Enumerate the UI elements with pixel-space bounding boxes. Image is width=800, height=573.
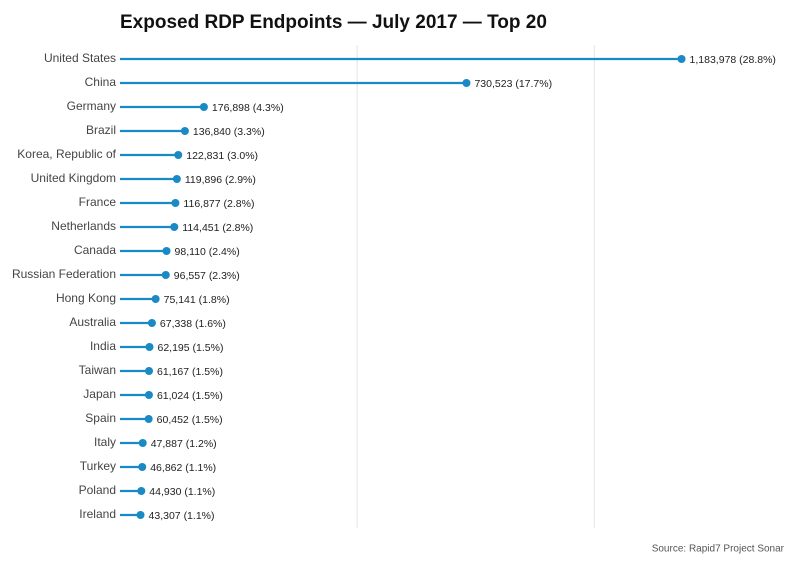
category-label: Taiwan: [79, 363, 116, 377]
dot: [136, 511, 145, 519]
value-label: 47,887 (1.2%): [151, 438, 217, 450]
value-label: 96,557 (2.3%): [174, 270, 240, 282]
value-label: 43,307 (1.1%): [149, 510, 215, 522]
category-label: China: [85, 75, 117, 89]
value-label: 67,338 (1.6%): [160, 318, 226, 330]
category-label: Japan: [83, 387, 116, 401]
category-label: Spain: [85, 411, 116, 425]
category-label: Netherlands: [51, 219, 116, 233]
dot: [172, 175, 181, 183]
value-label: 46,862 (1.1%): [150, 462, 216, 474]
value-label: 176,898 (4.3%): [212, 102, 284, 114]
value-label: 730,523 (17.7%): [474, 78, 552, 90]
value-label: 61,024 (1.5%): [157, 390, 223, 402]
value-label: 136,840 (3.3%): [193, 126, 265, 138]
dot: [161, 271, 170, 279]
dot: [145, 343, 154, 351]
dot: [138, 439, 147, 447]
chart-title: Exposed RDP Endpoints — July 2017 — Top …: [120, 12, 547, 33]
value-label: 114,451 (2.8%): [182, 222, 253, 234]
dot: [199, 103, 208, 111]
category-label: Korea, Republic of: [17, 147, 116, 161]
category-label: Hong Kong: [56, 291, 116, 305]
category-label: United States: [44, 51, 116, 65]
dot: [677, 55, 686, 63]
value-label: 75,141 (1.8%): [164, 294, 230, 306]
dot: [170, 223, 179, 231]
source: Source: Rapid7 Project Sonar: [652, 544, 785, 555]
category-label: Germany: [67, 99, 116, 113]
value-label: 122,831 (3.0%): [186, 150, 258, 162]
dot: [162, 247, 171, 255]
dot: [138, 463, 147, 471]
category-label: Ireland: [79, 507, 116, 521]
category-label: Russian Federation: [12, 267, 116, 281]
category-label: United Kingdom: [31, 171, 116, 185]
value-label: 119,896 (2.9%): [185, 174, 256, 186]
value-label: 98,110 (2.4%): [175, 246, 240, 258]
value-label: 61,167 (1.5%): [157, 366, 223, 378]
category-label: France: [79, 195, 117, 209]
dot: [147, 319, 156, 327]
dot: [151, 295, 160, 303]
value-label: 116,877 (2.8%): [183, 198, 254, 210]
category-label: India: [90, 339, 116, 353]
category-label: Turkey: [80, 459, 116, 473]
value-label: 62,195 (1.5%): [157, 342, 223, 354]
category-label: Poland: [79, 483, 116, 497]
dot: [171, 199, 180, 207]
value-label: 60,452 (1.5%): [157, 414, 223, 426]
dot: [180, 127, 189, 135]
dot: [462, 79, 471, 87]
dot: [144, 391, 153, 399]
value-label: 44,930 (1.1%): [149, 486, 215, 498]
category-label: Canada: [74, 243, 116, 257]
dot: [174, 151, 183, 159]
dot: [144, 415, 153, 423]
dot: [137, 487, 146, 495]
category-label: Brazil: [86, 123, 116, 137]
value-label: 1,183,978 (28.8%): [690, 54, 776, 66]
category-label: Italy: [94, 435, 116, 449]
category-label: Australia: [69, 315, 116, 329]
dot: [145, 367, 154, 375]
